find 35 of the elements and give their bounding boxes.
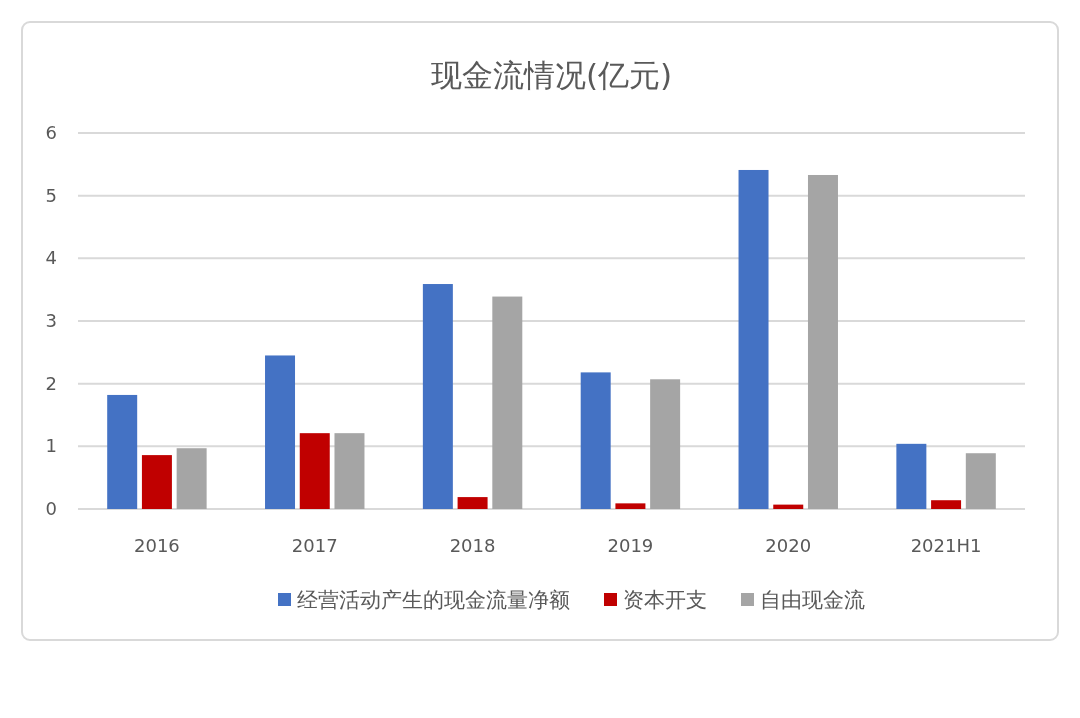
bar [265,355,296,509]
bar [422,284,453,509]
x-tick-label: 2017 [291,535,338,556]
y-tick-label: 5 [45,184,57,206]
bar [896,443,927,509]
x-tick-label: 2020 [765,535,812,556]
x-tick-label: 2021H1 [910,535,982,556]
legend-label: 经营活动产生的现金流量净额 [297,588,570,612]
bar [492,296,523,509]
bar [738,169,769,509]
x-tick-label: 2019 [607,535,654,556]
x-tick-label: 2018 [449,535,496,556]
bar [807,174,838,509]
y-tick-label: 2 [45,372,57,394]
legend-label: 资本开支 [623,588,707,612]
bar [299,433,330,509]
bar [773,504,804,509]
bar [965,453,996,509]
y-tick-label: 6 [45,122,57,143]
y-tick-label: 4 [45,247,57,269]
bar [650,379,681,509]
x-tick-label: 2016 [134,535,180,556]
y-tick-label: 3 [45,310,57,331]
bar [580,372,611,509]
y-tick-label: 1 [45,435,57,457]
y-tick-label: 0 [45,498,57,519]
bar [176,448,207,509]
bar [141,455,172,509]
bar [931,500,962,509]
bar [334,433,365,509]
bar [615,503,646,509]
chart-title: 现金流情况(亿元) [430,57,673,93]
bar [107,394,138,509]
bar [457,497,488,509]
legend-label: 自由现金流 [760,588,865,612]
